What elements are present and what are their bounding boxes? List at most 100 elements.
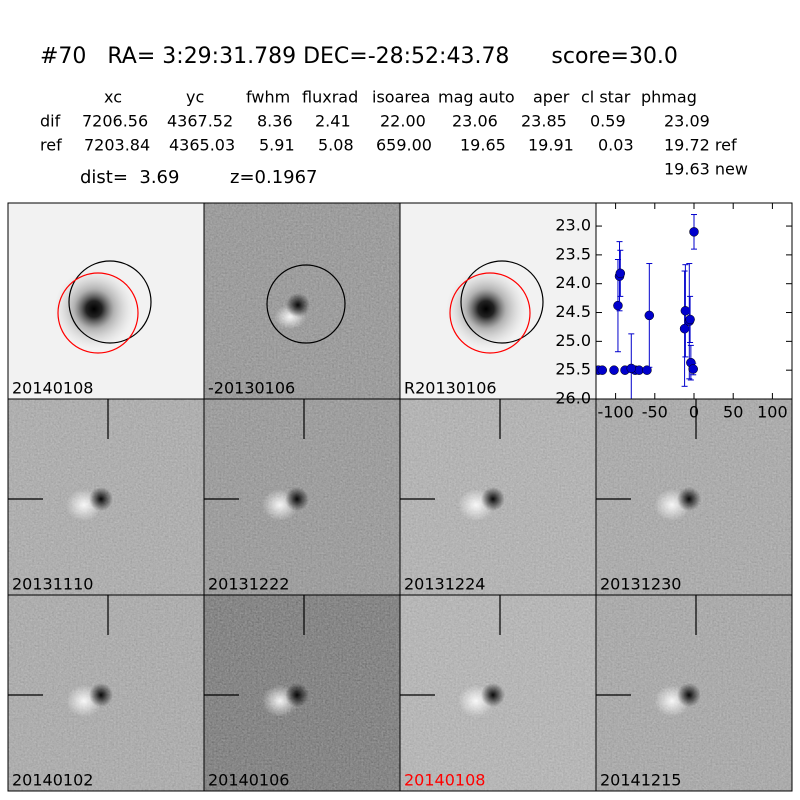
stamp-label: 20131110 [12,575,93,594]
aperture [68,260,152,344]
stamp-label: 20131224 [404,575,485,594]
point [642,365,652,375]
x-tick-label: 0 [689,403,699,422]
stamp: 20131110 [7,398,205,596]
stamp-label: 20131222 [208,575,289,594]
row-label: ref [40,136,62,155]
title: #70 RA= 3:29:31.789 DEC=-28:52:43.78 sco… [40,44,678,69]
new-mag: 19.63 new [664,160,748,179]
cell: 0.59 [590,112,626,131]
cell: 5.91 [259,136,295,155]
cell: 2.41 [315,112,351,131]
cell: 7206.56 [82,112,148,131]
stamp: 20140108 [399,594,597,792]
y-tick-label: 24.0 [555,273,591,292]
point [615,268,626,279]
point [689,227,699,237]
y-tick-label: 25.5 [555,360,591,379]
cell: 659.00 [376,136,432,155]
aperture-red [57,272,139,354]
column-header: phmag [641,88,697,107]
cell: 19.91 [528,136,574,155]
cell: 19.65 [460,136,506,155]
y-tick-label: 26.0 [555,389,591,408]
column-header: xc [104,88,122,107]
cell: 22.00 [380,112,426,131]
galaxy [446,269,526,349]
y-tick-label: 25.0 [555,331,591,350]
column-header: mag auto [438,88,515,107]
dark-blob [677,683,701,707]
stamp-label: R20130106 [404,379,497,398]
dark-blob [285,487,309,511]
galaxy [54,269,134,349]
cell: 19.72 ref [664,136,737,155]
x-tick-label: -50 [642,403,668,422]
dark-blob [481,487,505,511]
cell: 0.03 [598,136,634,155]
point [680,306,691,316]
dark-blob [89,487,113,511]
stamp-label: 20131230 [600,575,681,594]
stamp: 20131224 [399,398,597,596]
cell: 4367.52 [167,112,233,131]
plot-border [595,202,793,400]
point [613,300,623,311]
column-header: fluxrad [302,88,358,107]
dark-blob [285,683,309,707]
stamp: 20131230 [595,398,793,596]
redshift: z=0.1967 [230,167,318,188]
y-tick-label: 23.0 [555,216,591,235]
y-tick-label: 24.5 [555,302,591,321]
y-tick-label: 23.5 [555,244,591,263]
stamp-label: 20140108 [404,771,485,790]
point [609,365,619,375]
column-header: yc [186,88,204,107]
x-tick-label: -100 [597,403,633,422]
column-header: aper [533,88,570,107]
stamp: -20130106 [203,202,401,400]
stamp-label: 20140106 [208,771,289,790]
dark-blob [677,487,701,511]
header-table: xc yc fwhm fluxrad isoarea mag auto aper cl sta… [40,88,737,155]
stamp: 20140106 [203,594,401,792]
stamp: 20140102 [7,594,205,792]
point [644,310,655,321]
dist: dist= 3.69 [80,167,179,188]
column-header: fwhm [246,88,290,107]
stamp-label: 20140108 [12,379,93,398]
point [685,314,695,325]
points [596,214,699,399]
cell: 5.08 [318,136,354,155]
cell: 8.36 [257,112,293,131]
dark-blob [481,683,505,707]
point [688,364,698,374]
point [626,363,637,374]
stamps: 20140108 -20130106 R20130106 20131110 201312… [7,202,793,792]
aperture [460,260,544,344]
stamp-label: -20130106 [208,379,295,398]
column-header: isoarea [372,88,430,107]
stamp: 20131222 [203,398,401,596]
stamp-label: 20140102 [12,771,93,790]
aperture-red [449,272,531,354]
stamp: 20140108 [7,202,205,400]
cell: 23.06 [452,112,498,131]
cell: 23.09 [664,112,710,131]
x-tick-label: 50 [723,403,743,422]
row-label: dif [40,112,61,131]
point [597,365,608,375]
dark-blob [286,293,310,317]
x-tick-label: 100 [757,403,788,422]
stamp: 20141215 [595,594,793,792]
dark-blob [89,683,113,707]
column-header: cl star [581,88,631,107]
cell: 23.85 [521,112,567,131]
aperture [266,264,346,344]
cell: 4365.03 [169,136,235,155]
stamp: R20130106 [399,202,597,400]
light-curve: 23.0 23.5 24.0 24.5 25.0 25.5 26.0 -100 -50 0 50 10… [555,202,793,422]
stamp-label: 20141215 [600,771,681,790]
cell: 7203.84 [84,136,150,155]
